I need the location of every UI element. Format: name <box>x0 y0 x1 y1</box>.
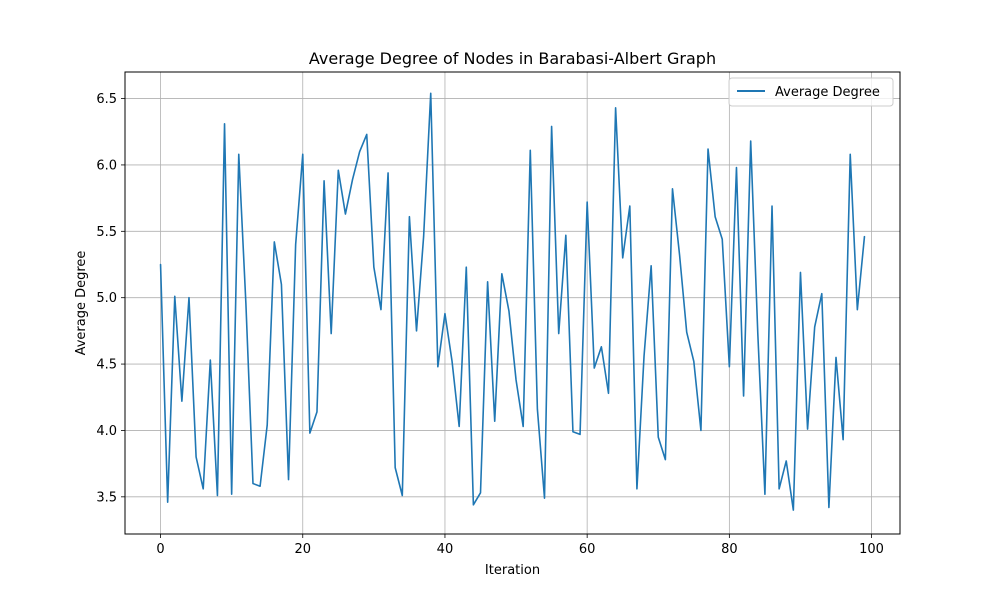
y-tick-label: 3.5 <box>96 490 117 505</box>
series-line-average-degree <box>159 92 866 511</box>
x-tick-label: 60 <box>579 542 596 557</box>
series-layer <box>159 92 866 511</box>
y-tick-label: 5.0 <box>96 291 117 306</box>
y-tick-label: 4.5 <box>96 358 117 373</box>
axis-ticks: 0 20 40 60 80 100 3.5 4.0 4.5 5.0 5.5 6.0 6.5 <box>96 92 884 557</box>
y-tick-label: 6.5 <box>96 92 117 107</box>
y-tick-label: 5.5 <box>96 225 117 240</box>
x-axis-label: Iteration <box>485 563 540 578</box>
x-tick-label: 0 <box>156 542 164 557</box>
legend-entry-average-degree: Average Degree <box>775 85 880 100</box>
x-tick-label: 40 <box>437 542 454 557</box>
x-tick-label: 100 <box>859 542 884 557</box>
x-tick-label: 20 <box>294 542 311 557</box>
y-tick-label: 4.0 <box>96 424 117 439</box>
plot-frame <box>124 71 901 535</box>
plot-area <box>125 72 900 534</box>
legend: Average Degree <box>728 77 894 107</box>
chart-title: Average Degree of Nodes in Barabasi-Albe… <box>309 49 716 68</box>
y-axis-label: Average Degree <box>74 251 89 356</box>
legend-box <box>728 77 894 107</box>
x-tick-label: 80 <box>721 542 738 557</box>
y-tick-label: 6.0 <box>96 158 117 173</box>
